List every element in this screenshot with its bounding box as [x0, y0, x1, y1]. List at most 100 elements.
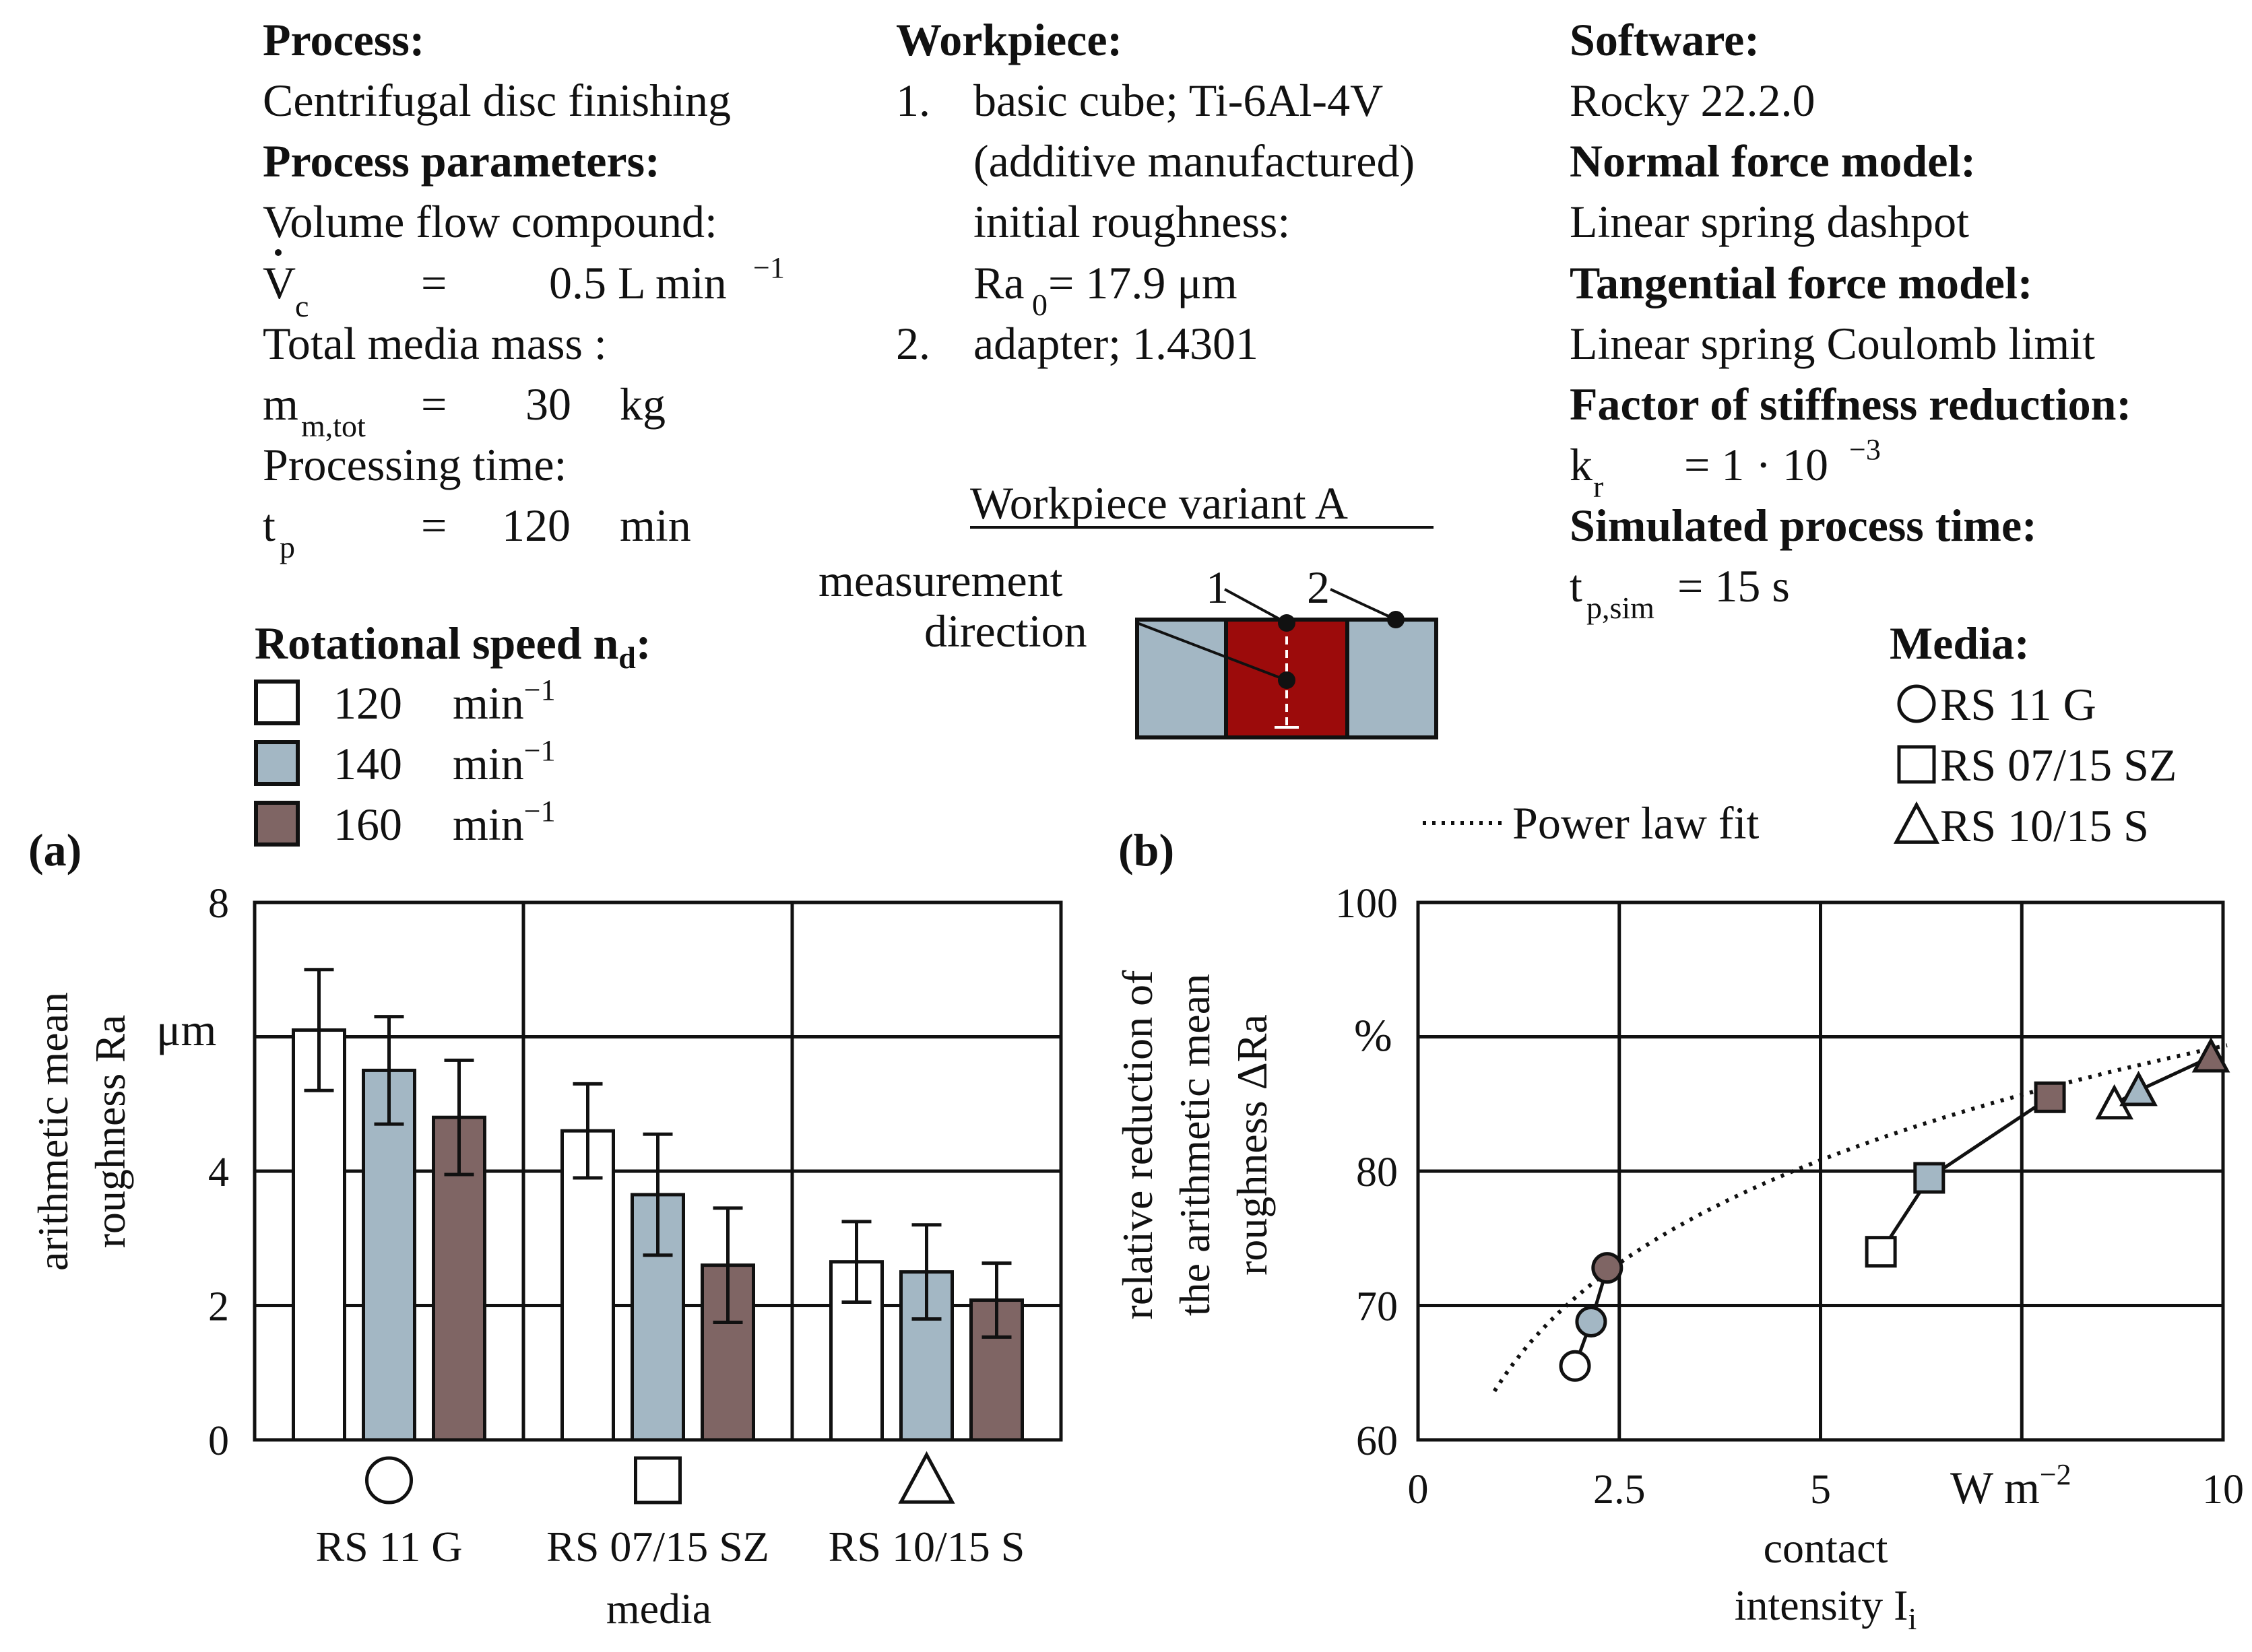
- data-point-square: [1865, 1236, 1897, 1268]
- time-unit: min: [620, 500, 691, 551]
- category-triangle-icon: [898, 1451, 955, 1504]
- media-legend-label: RS 11 G: [1940, 679, 2096, 730]
- kr-exp: −3: [1849, 433, 1881, 466]
- time-equals: =: [421, 500, 447, 551]
- chart-b-xlabel-line2: intensity Ii: [1735, 1581, 1917, 1636]
- chart-b-x-unit: W m−2: [1950, 1458, 2071, 1513]
- marker-2-point: [1387, 611, 1405, 628]
- chart-a-y-unit: μm: [156, 1004, 216, 1055]
- tpsim-sub: p,sim: [1586, 591, 1654, 625]
- panel-b-label: (b): [1118, 824, 1174, 875]
- chart-a-ytick: 4: [208, 1150, 229, 1195]
- workpiece-adapter-left: [1135, 618, 1228, 739]
- stiffness-title: Factor of stiffness reduction:: [1570, 378, 2131, 430]
- chart-a-category-label: RS 10/15 S: [829, 1523, 1025, 1571]
- chart-a-ylabel-line2: roughness Ra: [86, 1015, 134, 1249]
- chart-b-ytick: 80: [1356, 1150, 1398, 1195]
- wp2-line: adapter; 1.4301: [973, 318, 1258, 369]
- speed-legend-swatch: [254, 680, 300, 725]
- vc-symbol: V: [263, 257, 296, 308]
- chart-a-category-label: RS 07/15 SZ: [546, 1523, 769, 1571]
- chart-b-xlabel-line1: contact: [1764, 1524, 1888, 1572]
- software-title: Software:: [1570, 14, 1760, 65]
- chart-b-xtick: 5: [1810, 1467, 1831, 1513]
- data-point-square: [1913, 1162, 1945, 1194]
- wp1-line2: (additive manufactured): [973, 135, 1415, 187]
- time-label: Processing time:: [263, 439, 567, 490]
- workpiece-adapter-right: [1345, 618, 1438, 739]
- media-legend-label: RS 10/15 S: [1940, 800, 2149, 851]
- workpiece-info-block: Workpiece: 1. basic cube; Ti-6Al-4V (add…: [818, 14, 1438, 739]
- vc-exp: −1: [753, 251, 785, 284]
- chart-b-ytick: 70: [1356, 1284, 1398, 1330]
- chart-a-ylabel: arithmetic mean roughness Ra: [29, 992, 134, 1271]
- chart-b-ytick: 100: [1335, 881, 1398, 927]
- mass-sub: m,tot: [301, 409, 366, 443]
- data-point-triangle: [2119, 1070, 2158, 1106]
- marker-2-pointer: [1330, 588, 1396, 621]
- kr-sub: r: [1593, 469, 1603, 504]
- tangential-force-title: Tangential force model:: [1570, 257, 2033, 308]
- ra0-value: = 17.9 μm: [1048, 257, 1237, 308]
- speed-legend-unit: min−1: [453, 673, 556, 729]
- chart-a-ytick: 2: [208, 1284, 229, 1330]
- chart-b-ylabel-line1: relative reduction of: [1114, 970, 1161, 1320]
- chart-a-ytick: 8: [208, 881, 229, 927]
- media-legend-triangle-icon: [1893, 801, 1940, 844]
- chart-b-xtick: 0: [1408, 1467, 1429, 1513]
- media-legend: Media: RS 11 G RS 07/15 SZ RS 10/15 S Powe…: [1423, 618, 2177, 851]
- marker-2-label: 2: [1307, 562, 1330, 613]
- measurement-point: [1278, 671, 1295, 689]
- category-circle-icon: [365, 1456, 413, 1505]
- process-info-block: Process: Centrifugal disc finishing Proc…: [263, 14, 785, 564]
- series-line-square: [1879, 1096, 2051, 1253]
- measurement-pointer-line: [1136, 622, 1287, 682]
- vc-value: 0.5 L min: [549, 257, 727, 308]
- measurement-label-line2: direction: [924, 605, 1087, 657]
- marker-1-point: [1278, 614, 1295, 632]
- speed-legend-value: 160: [333, 799, 402, 850]
- chart-b-xtick: 10: [2202, 1467, 2244, 1513]
- kr-value: = 1 · 10: [1684, 439, 1828, 490]
- data-point-circle: [1591, 1252, 1623, 1284]
- normal-force-title: Normal force model:: [1570, 135, 1976, 187]
- marker-1-label: 1: [1206, 562, 1229, 613]
- vc-equals: =: [421, 257, 447, 308]
- software-value: Rocky 22.2.0: [1570, 75, 1815, 126]
- vc-dot: [275, 249, 282, 256]
- chart-b: (b) 60 70 80 100 0 2.5 5 10 % W m−2 relative re…: [1114, 824, 2244, 1636]
- tangential-force-value: Linear spring Coulomb limit: [1570, 318, 2095, 369]
- speed-legend: Rotational speed nd: 120 min−1 140 min−1 160…: [254, 618, 651, 850]
- wp1-line3: initial roughness:: [973, 196, 1290, 247]
- data-point-square: [2034, 1081, 2066, 1113]
- mass-label: Total media mass :: [263, 318, 607, 369]
- time-symbol: t: [263, 500, 276, 551]
- speed-legend-unit: min−1: [453, 795, 556, 850]
- speed-legend-swatch: [254, 801, 300, 847]
- chart-b-ylabel-line3: roughness ΔRa: [1228, 1014, 1276, 1276]
- normal-force-value: Linear spring dashpot: [1570, 196, 1969, 247]
- process-params-title: Process parameters:: [263, 135, 660, 187]
- chart-a-category-label: RS 11 G: [315, 1523, 462, 1571]
- data-point-circle: [1559, 1350, 1591, 1382]
- chart-a-xlabel: media: [606, 1585, 711, 1632]
- wp1-line1: basic cube; Ti-6Al-4V: [973, 75, 1383, 126]
- panel-a-label: (a): [28, 824, 82, 875]
- mass-value: 30: [525, 378, 571, 430]
- fit-legend-label: Power law fit: [1512, 797, 1759, 849]
- variant-title: Workpiece variant A: [970, 477, 1348, 529]
- kr-symbol: k: [1570, 439, 1593, 490]
- tpsim-symbol: t: [1570, 560, 1582, 612]
- software-info-block: Software: Rocky 22.2.0 Normal force mode…: [1570, 14, 2131, 625]
- category-square-icon: [634, 1456, 682, 1505]
- wp2-number: 2.: [896, 318, 930, 369]
- speed-legend-unit: min−1: [453, 734, 556, 789]
- chart-a-ylabel-line1: arithmetic mean: [29, 992, 77, 1271]
- marker-1-pointer: [1224, 588, 1287, 624]
- mass-unit: kg: [620, 378, 666, 430]
- speed-legend-value: 120: [333, 678, 402, 729]
- media-legend-square-icon: [1897, 745, 1936, 784]
- bar-120: [560, 1129, 615, 1442]
- data-point-triangle: [2191, 1037, 2230, 1073]
